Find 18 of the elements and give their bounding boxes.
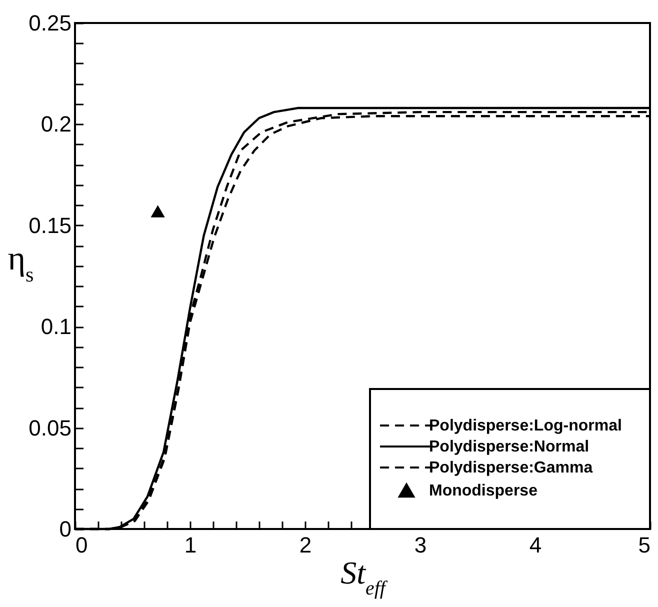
y-tick-label: 0 — [59, 516, 72, 542]
y-tick-label: 0.15 — [28, 212, 72, 238]
x-tick-label: 0 — [76, 532, 88, 558]
y-tick-label: 0.05 — [28, 415, 72, 440]
legend-label: Polydisperse:Log-normal — [429, 418, 622, 434]
legend-label: Polydisperse:Gamma — [429, 460, 593, 476]
y-axis-title: η$_{s}$ — [8, 240, 34, 286]
x-tick-label: 5 — [638, 532, 650, 558]
x-tick-label: 2 — [299, 532, 312, 558]
y-tick-label: 0.25 — [28, 10, 72, 36]
x-axis-title: St$_{eff}$ — [340, 554, 388, 600]
x-tick-label: 4 — [529, 532, 542, 558]
x-tick-label: 3 — [414, 532, 427, 558]
legend-label: Monodisperse — [429, 482, 538, 500]
y-tick-label: 0.1 — [40, 314, 72, 340]
x-tick-label: 1 — [184, 532, 197, 558]
legend-label: Polydisperse:Normal — [429, 438, 590, 456]
y-tick-label: 0.2 — [40, 112, 72, 137]
